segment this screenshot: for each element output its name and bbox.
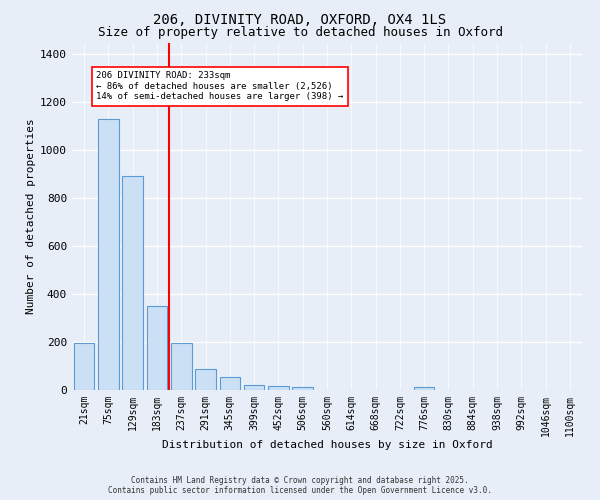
Text: Size of property relative to detached houses in Oxford: Size of property relative to detached ho… xyxy=(97,26,503,39)
Bar xyxy=(98,119,119,390)
Bar xyxy=(74,343,94,390)
Y-axis label: Number of detached properties: Number of detached properties xyxy=(26,118,36,314)
Bar xyxy=(244,384,265,390)
Text: Contains HM Land Registry data © Crown copyright and database right 2025.
Contai: Contains HM Land Registry data © Crown c… xyxy=(108,476,492,495)
Bar xyxy=(292,387,313,390)
Bar xyxy=(414,386,434,390)
Bar xyxy=(220,377,240,390)
Bar xyxy=(195,369,216,390)
Text: 206, DIVINITY ROAD, OXFORD, OX4 1LS: 206, DIVINITY ROAD, OXFORD, OX4 1LS xyxy=(154,12,446,26)
X-axis label: Distribution of detached houses by size in Oxford: Distribution of detached houses by size … xyxy=(161,440,493,450)
Bar xyxy=(268,386,289,390)
Bar xyxy=(171,343,191,390)
Bar xyxy=(146,306,167,390)
Text: 206 DIVINITY ROAD: 233sqm
← 86% of detached houses are smaller (2,526)
14% of se: 206 DIVINITY ROAD: 233sqm ← 86% of detac… xyxy=(96,72,344,101)
Bar xyxy=(122,176,143,390)
